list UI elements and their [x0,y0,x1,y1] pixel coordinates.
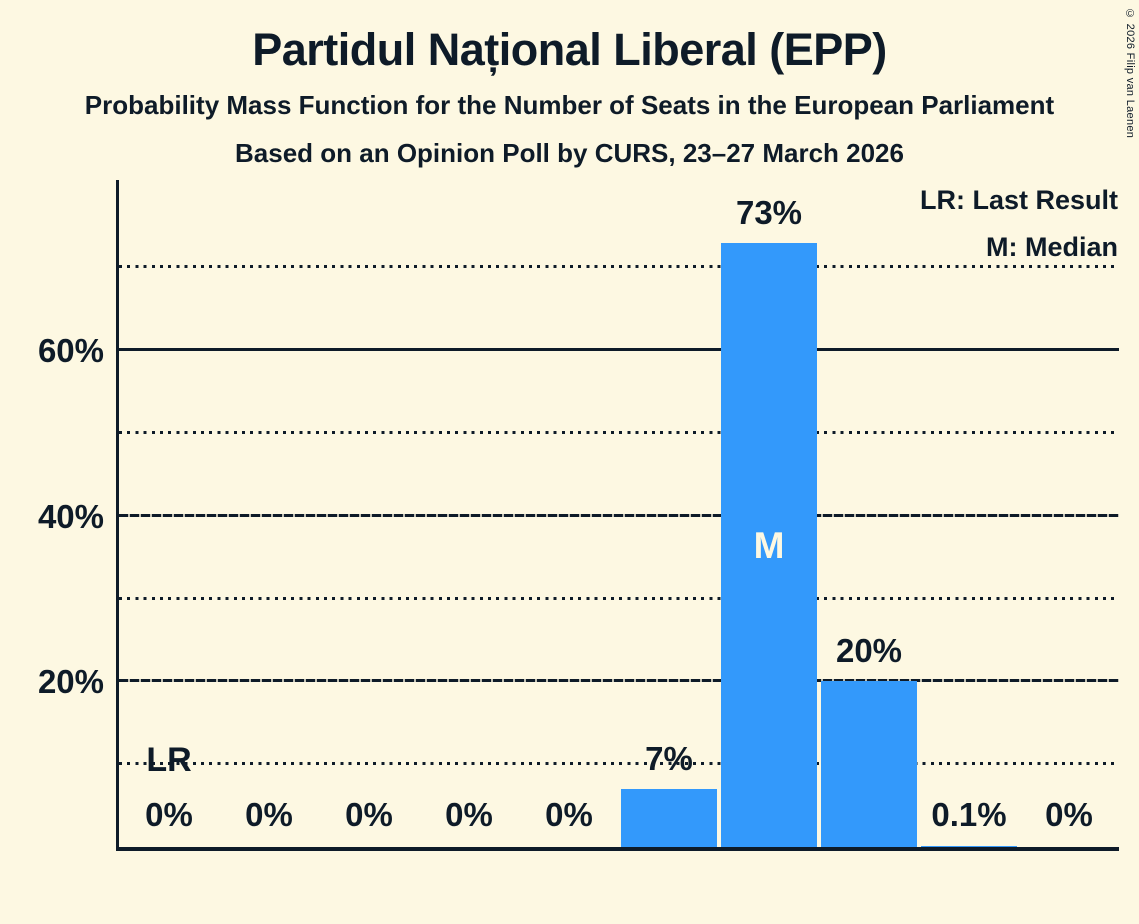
value-label-seat-4: 0% [545,796,593,833]
gridline-20pct [119,679,1119,683]
gridline-10pct [119,762,1119,766]
gridline-70pct [119,265,1119,269]
copyright-notice: © 2026 Filip van Laenen [1124,8,1136,139]
value-label-seat-2: 0% [345,796,393,833]
bar-seat-7 [821,681,917,847]
y-axis-label-20: 20% [37,663,104,701]
chart-title: Partidul Național Liberal (EPP) [252,24,887,75]
bar-seat-6 [721,243,817,847]
value-label-seat-7: 20% [835,632,903,669]
value-label-seat-9: 0% [1045,796,1093,833]
value-label-seat-6: 73% [735,194,803,231]
last-result-marker: LR [146,741,192,779]
median-marker: M [753,525,785,566]
value-label-seat-5: 7% [645,740,693,777]
value-label-seat-1: 0% [245,796,293,833]
plot-area: 20%40%60%0%00%10%20%30%47%573%620%70.1%8… [38,180,1119,851]
bar-seat-8 [921,846,1017,847]
bar-seat-5 [621,789,717,847]
gridline-50pct [119,431,1119,434]
value-label-seat-0: 0% [145,796,193,833]
legend-median: M: Median [986,232,1118,262]
value-label-seat-8: 0.1% [931,796,1007,833]
gridline-30pct [119,596,1119,600]
y-axis-label-60: 60% [37,332,104,370]
value-label-seat-3: 0% [445,796,493,833]
y-axis-label-40: 40% [37,497,104,535]
legend-last-result: LR: Last Result [919,185,1118,215]
gridline-60pct [119,348,1119,352]
gridline-40pct [119,513,1119,517]
chart-subtitle: Probability Mass Function for the Number… [84,90,1055,120]
chart-source-line: Based on an Opinion Poll by CURS, 23–27 … [235,138,904,168]
